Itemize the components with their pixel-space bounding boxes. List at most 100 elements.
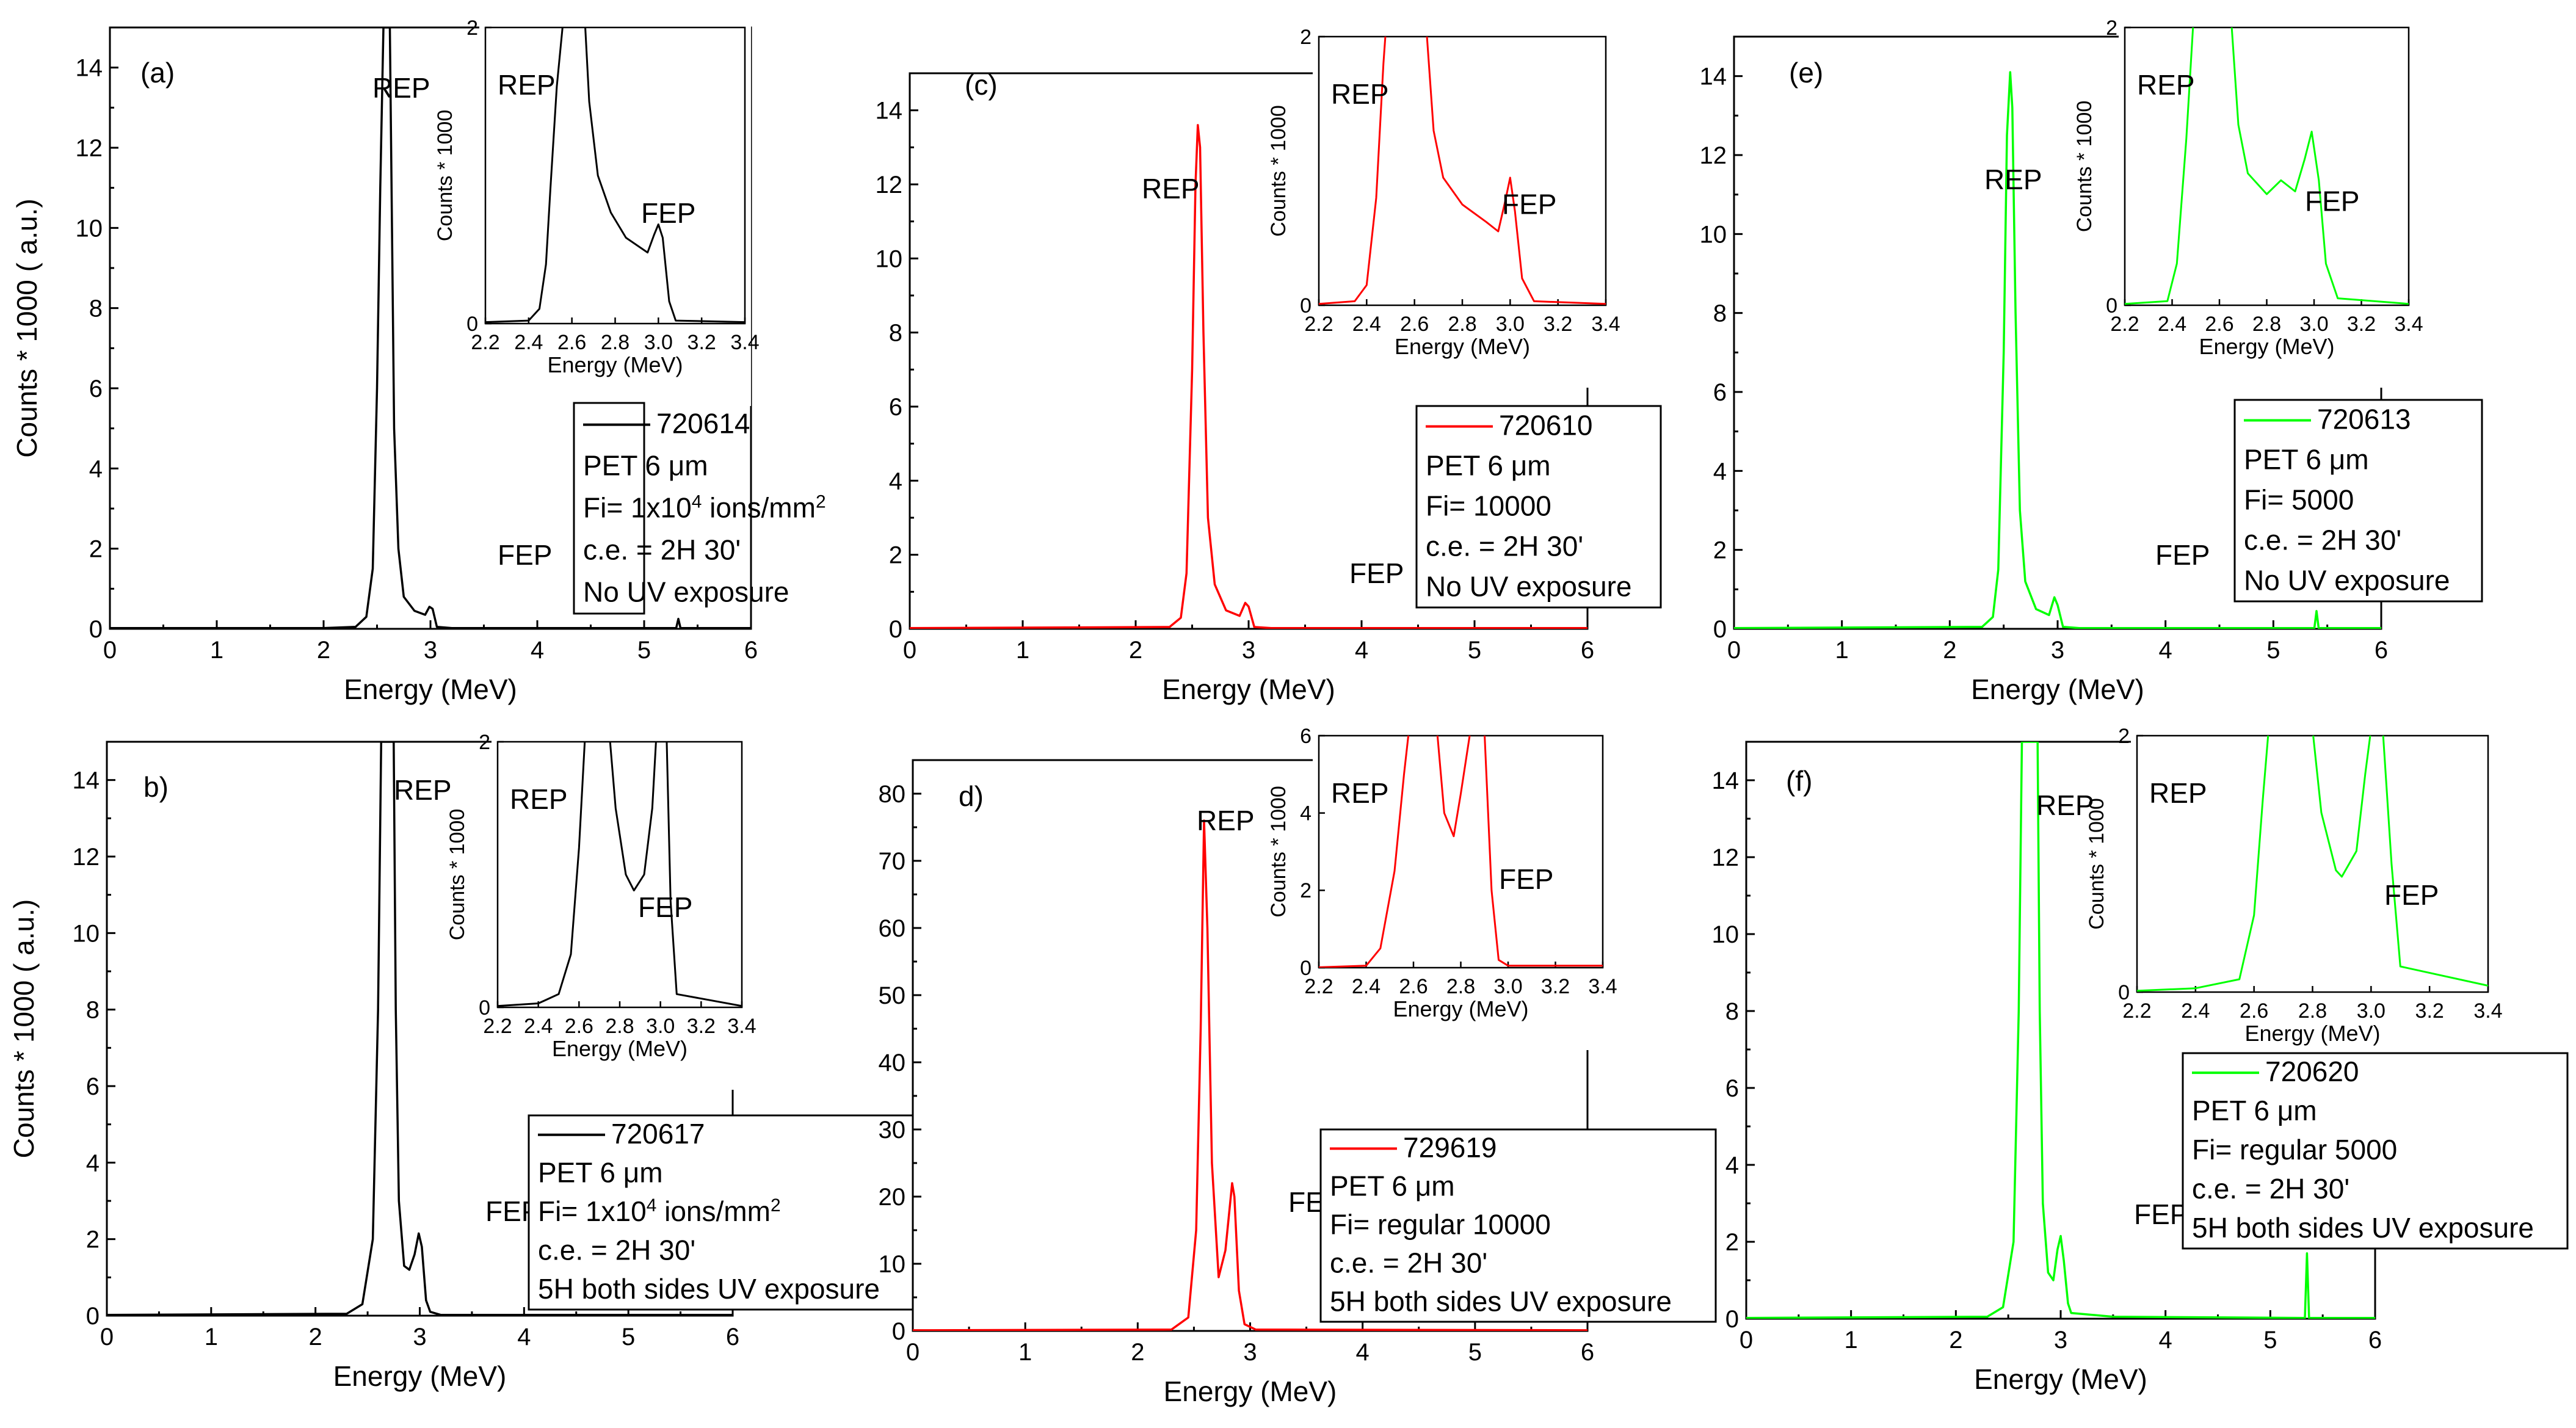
- legend-box-e: [2233, 399, 2483, 603]
- inset-c-xtick-label: 3.4: [1591, 313, 1620, 336]
- main-d-ytick-label: 0: [892, 1318, 905, 1345]
- inset-f-xtick-label: 3.0: [2357, 999, 2386, 1023]
- inset-c-xtick-label: 2.6: [1400, 313, 1429, 336]
- main-e-xtick-label: 5: [2266, 637, 2280, 664]
- inset-b-ytick-label: 2: [479, 731, 490, 754]
- inset-e-xtick-label: 2.6: [2205, 313, 2233, 336]
- inset-x-axis-label-c: Energy (MeV): [1395, 334, 1530, 359]
- main-c-ytick-label: 14: [876, 98, 903, 125]
- inset-x-axis-label-e: Energy (MeV): [2199, 334, 2334, 359]
- main-b-ytick-label: 12: [73, 844, 100, 871]
- legend-entry-a: 720614: [656, 408, 750, 440]
- inset-y-axis-label-d: Counts * 1000: [1267, 786, 1290, 918]
- main-d-ytick-label: 10: [879, 1251, 906, 1278]
- main-f-xtick-label: 2: [1949, 1327, 1962, 1354]
- main-f-xtick-label: 6: [2368, 1327, 2382, 1354]
- main-b-xtick-label: 4: [517, 1324, 531, 1350]
- legend-line-f: c.e. = 2H 30': [2192, 1173, 2349, 1205]
- inset-d-xtick-label: 2.2: [1304, 975, 1333, 998]
- inset-c-ytick-label: 0: [1300, 294, 1312, 317]
- inset-spectrum-line-a: [485, 27, 745, 324]
- x-axis-label-a: Energy (MeV): [344, 673, 517, 705]
- main-d-ytick-label: 30: [879, 1117, 906, 1143]
- main-a-xtick-label: 5: [637, 637, 651, 664]
- main-c-xtick-label: 2: [1129, 637, 1142, 664]
- main-d-ytick-label: 40: [879, 1049, 906, 1076]
- inset-e-ytick-label: 0: [2106, 294, 2117, 317]
- inset-rep-label-b: REP: [510, 783, 568, 815]
- main-a-ytick-label: 4: [89, 455, 103, 482]
- inset-rep-label-c: REP: [1331, 78, 1389, 110]
- main-e-ytick-label: 12: [1700, 142, 1727, 169]
- inset-x-axis-label-a: Energy (MeV): [547, 352, 683, 377]
- inset-background-c: [1313, 34, 1612, 388]
- main-f-ytick-label: 0: [1725, 1306, 1739, 1333]
- legend-line-f: 5H both sides UV exposure: [2192, 1212, 2534, 1244]
- inset-e-xtick-label: 3.2: [2347, 313, 2376, 336]
- main-d-ytick-label: 50: [879, 982, 906, 1009]
- main-f-xtick-label: 0: [1740, 1327, 1753, 1354]
- legend-box-c: [1415, 405, 1662, 609]
- inset-d-xtick-label: 3.4: [1588, 975, 1617, 998]
- main-e-ytick-label: 8: [1713, 300, 1727, 327]
- main-e-ytick-label: 6: [1713, 379, 1727, 406]
- x-axis-label-f: Energy (MeV): [1974, 1363, 2147, 1395]
- spectrum-line-b: [107, 742, 733, 1316]
- inset-background-b: [492, 739, 748, 1090]
- main-e-xtick-label: 0: [1727, 637, 1741, 664]
- inset-x-axis-label-b: Energy (MeV): [552, 1036, 688, 1061]
- main-c-xtick-label: 6: [1581, 637, 1594, 664]
- main-c-xtick-label: 1: [1016, 637, 1029, 664]
- main-a-ytick-label: 12: [76, 135, 103, 162]
- main-a-ytick-label: 2: [89, 536, 103, 563]
- main-f-xtick-label: 1: [1845, 1327, 1858, 1354]
- fep-peak-label-e: FEP: [2155, 539, 2210, 571]
- panel-label-c: (c): [965, 69, 998, 101]
- inset-b-xtick-label: 2.8: [605, 1015, 634, 1038]
- main-b-xtick-label: 3: [413, 1324, 426, 1350]
- inset-f-xtick-label: 2.6: [2240, 999, 2268, 1023]
- inset-fep-label-a: FEP: [641, 197, 695, 229]
- legend-entry-d: 729619: [1403, 1131, 1497, 1163]
- inset-fep-label-e: FEP: [2305, 185, 2359, 217]
- rep-peak-label-c: REP: [1142, 173, 1200, 205]
- main-b-ytick-label: 10: [73, 920, 100, 947]
- legend-line-b: c.e. = 2H 30': [538, 1234, 695, 1266]
- inset-b-ytick-label: 0: [479, 996, 490, 1020]
- main-b-ytick-label: 8: [86, 997, 100, 1024]
- inset-fep-label-b: FEP: [638, 891, 692, 923]
- legend-line-a: No UV exposure: [583, 576, 789, 608]
- panel-label-d: d): [959, 780, 984, 812]
- inset-f-xtick-label: 2.4: [2181, 999, 2210, 1023]
- inset-background-f: [2131, 733, 2494, 1075]
- inset-rep-label-f: REP: [2149, 777, 2207, 809]
- spectrum-line-f: [1746, 742, 2375, 1319]
- fep-peak-label-f: FEP: [2134, 1198, 2188, 1230]
- main-d-ytick-label: 20: [879, 1184, 906, 1211]
- legend-line-b: Fi= 1x104 ions/mm2: [538, 1195, 781, 1227]
- main-f-ytick-label: 14: [1712, 767, 1740, 794]
- inset-a-xtick-label: 2.4: [514, 331, 543, 354]
- main-f-xtick-label: 3: [2054, 1327, 2067, 1354]
- main-a-xtick-label: 1: [210, 637, 223, 664]
- spectrum-line-c: [910, 124, 1587, 629]
- inset-a-xtick-label: 2.6: [557, 331, 586, 354]
- inset-e-ytick-label: 2: [2106, 16, 2117, 40]
- main-c-xtick-label: 0: [903, 637, 916, 664]
- spectrum-line-d: [913, 819, 1587, 1331]
- inset-c-xtick-label: 2.4: [1352, 313, 1381, 336]
- main-d-ytick-label: 80: [879, 781, 906, 808]
- legend-box-a: [573, 402, 645, 615]
- legend-line-e: Fi= 5000: [2244, 484, 2354, 516]
- y-axis-label-a: Counts * 1000 ( a.u.): [11, 198, 43, 457]
- inset-spectrum-line-d: [1319, 736, 1603, 968]
- main-a-xtick-label: 4: [531, 637, 544, 664]
- legend-line-c: PET 6 μm: [1426, 450, 1551, 482]
- main-c-xtick-label: 5: [1468, 637, 1481, 664]
- inset-b-xtick-label: 3.4: [727, 1015, 756, 1038]
- fep-peak-label-c: FEP: [1349, 557, 1404, 589]
